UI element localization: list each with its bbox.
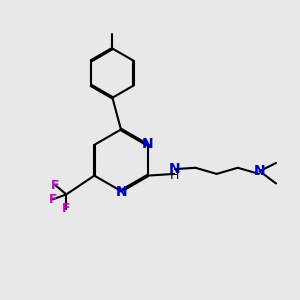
Text: F: F <box>51 179 60 192</box>
Text: N: N <box>169 162 181 176</box>
Text: N: N <box>116 185 127 199</box>
Text: H: H <box>170 169 180 182</box>
Text: F: F <box>62 202 70 215</box>
Text: N: N <box>142 137 154 151</box>
Text: N: N <box>254 164 266 178</box>
Text: F: F <box>49 193 57 206</box>
